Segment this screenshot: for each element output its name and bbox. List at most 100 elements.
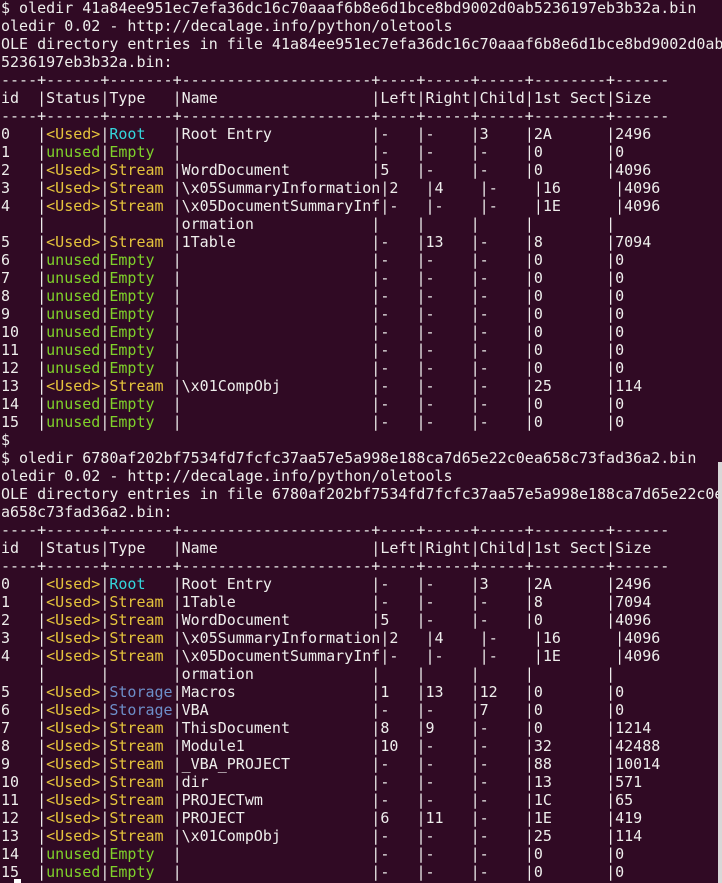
cell-status: <Used> bbox=[46, 791, 101, 809]
cell-status: unused bbox=[46, 863, 101, 881]
column-divider: | bbox=[524, 773, 534, 791]
cell-size: 1214 bbox=[615, 719, 652, 737]
cell-name: ThisDocument bbox=[181, 719, 372, 737]
cell-status: unused bbox=[46, 269, 101, 287]
cell-left: - bbox=[380, 773, 417, 791]
column-divider: | bbox=[533, 647, 543, 665]
column-divider: | bbox=[37, 665, 47, 683]
cell-left: Left bbox=[380, 539, 417, 557]
cell-name: \x05SummaryInformation bbox=[181, 179, 381, 197]
column-divider: | bbox=[524, 683, 534, 701]
cell-size: 0 bbox=[615, 863, 625, 881]
column-divider: | bbox=[470, 125, 480, 143]
cell-left: - bbox=[380, 575, 417, 593]
cell-name: Root Entry bbox=[181, 575, 372, 593]
cell-status: Status bbox=[46, 89, 101, 107]
table-row: 15 |unused|Empty | |- |- |- |0 |0 bbox=[1, 413, 722, 431]
column-divider: | bbox=[172, 395, 182, 413]
command-line: $ oledir 41a84ee951ec7efa36dc16c70aaaf6b… bbox=[1, 0, 697, 17]
column-divider: | bbox=[470, 845, 480, 863]
cell-id: 10 bbox=[1, 773, 38, 791]
cell-size: 0 bbox=[615, 341, 625, 359]
column-divider: | bbox=[524, 845, 534, 863]
column-divider: | bbox=[100, 89, 110, 107]
cell-left: - bbox=[380, 377, 417, 395]
cell-size: 2496 bbox=[615, 575, 652, 593]
cell-id: 2 bbox=[1, 611, 38, 629]
cell-left: - bbox=[389, 647, 426, 665]
cell-child: 12 bbox=[479, 683, 525, 701]
column-divider: | bbox=[470, 413, 480, 431]
column-divider: | bbox=[172, 791, 182, 809]
cell-id: id bbox=[1, 89, 38, 107]
table-row: 8 |<Used>|Stream |Module1 |10 |- |- |32 … bbox=[1, 737, 722, 755]
version-line: oledir 0.02 - http://decalage.info/pytho… bbox=[1, 17, 453, 35]
column-divider: | bbox=[371, 845, 381, 863]
cell-right: - bbox=[425, 341, 471, 359]
column-divider: | bbox=[37, 647, 47, 665]
column-divider: | bbox=[100, 629, 110, 647]
cell-status: <Used> bbox=[46, 827, 101, 845]
column-divider: | bbox=[615, 179, 625, 197]
column-divider: | bbox=[37, 845, 47, 863]
cell-name: Macros bbox=[181, 683, 372, 701]
column-divider: | bbox=[100, 863, 110, 881]
scrollbar[interactable] bbox=[718, 462, 722, 883]
column-divider: | bbox=[100, 539, 110, 557]
cell-right: 9 bbox=[425, 719, 471, 737]
cell-status: unused bbox=[46, 143, 101, 161]
column-divider: | bbox=[524, 701, 534, 719]
column-divider: | bbox=[37, 809, 47, 827]
cell-size: 4096 bbox=[615, 611, 652, 629]
cell-child: - bbox=[479, 611, 525, 629]
cell-child: - bbox=[488, 629, 534, 647]
cell-child: - bbox=[479, 161, 525, 179]
cell-id: 7 bbox=[1, 269, 38, 287]
table-row: 1 |<Used>|Stream |1Table |- |- |- |8 |70… bbox=[1, 593, 722, 611]
column-divider: | bbox=[470, 611, 480, 629]
column-divider: | bbox=[371, 125, 381, 143]
cell-status: Status bbox=[46, 539, 101, 557]
column-divider: | bbox=[524, 737, 534, 755]
column-divider: | bbox=[606, 737, 616, 755]
column-divider: | bbox=[371, 251, 381, 269]
column-divider: | bbox=[100, 305, 110, 323]
column-divider: | bbox=[606, 269, 616, 287]
cell-type: Stream bbox=[109, 719, 173, 737]
cell-child: - bbox=[479, 827, 525, 845]
cell-right: 4 bbox=[434, 179, 480, 197]
table-row: 9 |unused|Empty | |- |- |- |0 |0 bbox=[1, 305, 722, 323]
column-divider: | bbox=[371, 665, 381, 683]
column-divider: | bbox=[606, 701, 616, 719]
cell-name: _VBA_PROJECT bbox=[181, 755, 372, 773]
column-divider: | bbox=[606, 143, 616, 161]
cell-sect: 1E bbox=[542, 197, 616, 215]
cell-type: Stream bbox=[109, 233, 173, 251]
cell-type: Stream bbox=[109, 197, 173, 215]
cell-size: 4096 bbox=[624, 629, 661, 647]
cell-type: Empty bbox=[109, 341, 173, 359]
cell-child: Child bbox=[479, 89, 525, 107]
column-divider: | bbox=[470, 827, 480, 845]
cell-status: unused bbox=[46, 341, 101, 359]
column-divider: | bbox=[371, 323, 381, 341]
cell-right: - bbox=[434, 197, 480, 215]
cell-name: Root Entry bbox=[181, 125, 372, 143]
column-divider: | bbox=[416, 89, 426, 107]
cell-type: Empty bbox=[109, 269, 173, 287]
cell-sect: 0 bbox=[533, 287, 607, 305]
column-divider: | bbox=[172, 359, 182, 377]
column-divider: | bbox=[37, 395, 47, 413]
column-divider: | bbox=[524, 593, 534, 611]
cell-sect: 8 bbox=[533, 593, 607, 611]
cell-name: Name bbox=[181, 89, 372, 107]
column-divider: | bbox=[371, 827, 381, 845]
cell-right: Right bbox=[425, 539, 471, 557]
column-divider: | bbox=[100, 215, 110, 233]
cell-size: Size bbox=[615, 89, 652, 107]
column-divider: | bbox=[172, 251, 182, 269]
cell-id: 14 bbox=[1, 395, 38, 413]
column-divider: | bbox=[37, 359, 47, 377]
cell-name bbox=[182, 323, 372, 341]
